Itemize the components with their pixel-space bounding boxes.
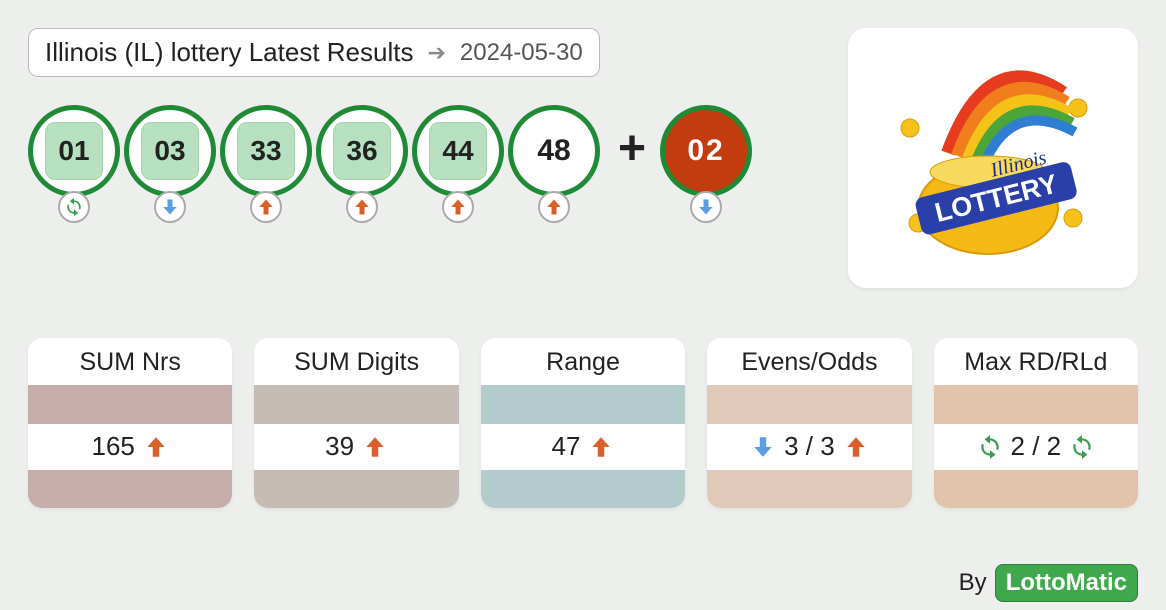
- ball-wrap: 01: [28, 105, 120, 223]
- stat-card: Range 47: [481, 338, 685, 508]
- header-row: Illinois (IL) lottery Latest Results ➔ 2…: [28, 28, 1138, 288]
- stat-mid: 165: [28, 424, 232, 470]
- stat-top-bar: [254, 385, 458, 424]
- stat-top-bar: [934, 385, 1138, 424]
- byline: By LottoMatic: [959, 564, 1138, 602]
- stat-mid: 39: [254, 424, 458, 470]
- ball: 48: [508, 105, 600, 197]
- stat-bot-bar: [254, 470, 458, 509]
- stat-value: 3 / 3: [784, 431, 835, 462]
- stat-card: SUM Digits 39: [254, 338, 458, 508]
- stat-card: Max RD/RLd 2 / 2: [934, 338, 1138, 508]
- stat-top-bar: [707, 385, 911, 424]
- stat-title: Max RD/RLd: [934, 338, 1138, 385]
- trend-down-icon: [154, 191, 186, 223]
- ball-value: 01: [45, 122, 103, 180]
- ball-wrap: 48: [508, 105, 600, 223]
- trend-up-icon: [442, 191, 474, 223]
- stat-card: Evens/Odds 3 / 3: [707, 338, 911, 508]
- stat-bot-bar: [707, 470, 911, 509]
- plus-icon: +: [618, 121, 646, 176]
- ball-value: 48: [537, 134, 570, 168]
- stat-bot-bar: [934, 470, 1138, 509]
- ball: 01: [28, 105, 120, 197]
- trend-up-icon: [538, 191, 570, 223]
- brand-badge[interactable]: LottoMatic: [995, 564, 1138, 602]
- ball-value: 44: [429, 122, 487, 180]
- stat-top-bar: [481, 385, 685, 424]
- balls-row: 01 03 33 36 44 48 + 02: [28, 105, 848, 223]
- stat-title: SUM Digits: [254, 338, 458, 385]
- ball-wrap: 44: [412, 105, 504, 223]
- stat-mid: 2 / 2: [934, 424, 1138, 470]
- stat-mid: 47: [481, 424, 685, 470]
- stat-card: SUM Nrs 165: [28, 338, 232, 508]
- ball-wrap: 03: [124, 105, 216, 223]
- page-title: Illinois (IL) lottery Latest Results: [45, 37, 413, 68]
- arrow-right-icon: ➔: [427, 40, 445, 66]
- ball-value: 36: [333, 122, 391, 180]
- stat-mid: 3 / 3: [707, 424, 911, 470]
- stat-value: 39: [325, 431, 354, 462]
- stat-title: Evens/Odds: [707, 338, 911, 385]
- stat-bot-bar: [28, 470, 232, 509]
- ball-value: 03: [141, 122, 199, 180]
- stat-top-bar: [28, 385, 232, 424]
- stat-value: 47: [552, 431, 581, 462]
- stat-value: 2 / 2: [1011, 431, 1062, 462]
- stat-bot-bar: [481, 470, 685, 509]
- trend-up-icon: [346, 191, 378, 223]
- ball-wrap: 36: [316, 105, 408, 223]
- ball: 33: [220, 105, 312, 197]
- header-left: Illinois (IL) lottery Latest Results ➔ 2…: [28, 28, 848, 223]
- stat-title: Range: [481, 338, 685, 385]
- ball: 44: [412, 105, 504, 197]
- bonus-ball: 02: [660, 105, 752, 197]
- stat-title: SUM Nrs: [28, 338, 232, 385]
- ball: 03: [124, 105, 216, 197]
- trend-cycle-icon: [58, 191, 90, 223]
- ball-value: 33: [237, 122, 295, 180]
- ball-wrap: 33: [220, 105, 312, 223]
- stat-value: 165: [92, 431, 135, 462]
- stats-row: SUM Nrs 165 SUM Digits 39 Range 47 Evens/Odds 3…: [28, 338, 1138, 508]
- bonus-ball-value: 02: [687, 134, 724, 168]
- trend-up-icon: [250, 191, 282, 223]
- byline-prefix: By: [959, 569, 987, 597]
- bonus-ball-wrap: 02: [660, 105, 752, 223]
- lottery-logo-card: LOTTERY Illinois: [848, 28, 1138, 288]
- lottery-logo: LOTTERY Illinois: [888, 58, 1098, 258]
- ball: 36: [316, 105, 408, 197]
- main-balls: 01 03 33 36 44 48: [28, 105, 600, 223]
- title-box: Illinois (IL) lottery Latest Results ➔ 2…: [28, 28, 600, 77]
- result-date: 2024-05-30: [460, 39, 583, 67]
- trend-down-icon: [690, 191, 722, 223]
